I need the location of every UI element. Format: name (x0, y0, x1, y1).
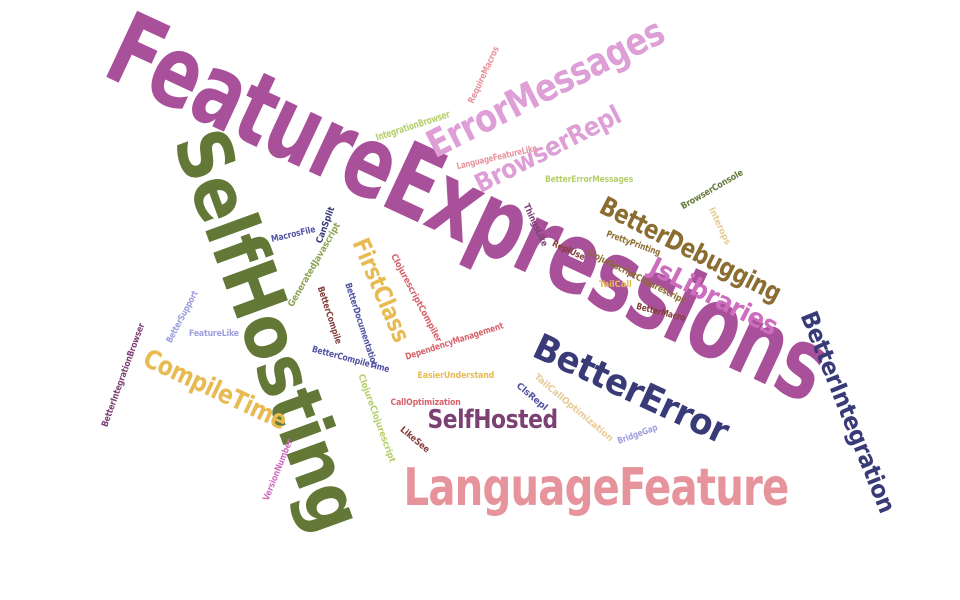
word-self-hosted: SelfHosted (426, 405, 558, 435)
word-feature-like: FeatureLike (188, 328, 239, 339)
word-dependency-management: DependencyManagement (403, 320, 505, 363)
word-clojure-clojurescript: ClojureClojurescript (354, 372, 397, 464)
word-language-feature: LanguageFeature (403, 458, 790, 518)
word-tail-call: TailCall (598, 279, 632, 290)
word-better-compile: BetterCompile (314, 284, 343, 345)
word-better-integration-browser: BetterIntegrationBrowser (99, 321, 147, 429)
word-bridge-gap: BridgeGap (616, 422, 659, 447)
word-better-error-messages: BetterErrorMessages (545, 174, 634, 185)
word-better-integration: BetterIntegration (794, 307, 902, 517)
word-call-optimization: CallOptimization (390, 397, 461, 408)
word-browser-console: BrowserConsole (678, 167, 745, 212)
word-like-see: LikeSee (397, 424, 432, 455)
word-interops: Interops (705, 205, 732, 247)
word-easier-understand: EasierUnderstand (417, 370, 495, 381)
